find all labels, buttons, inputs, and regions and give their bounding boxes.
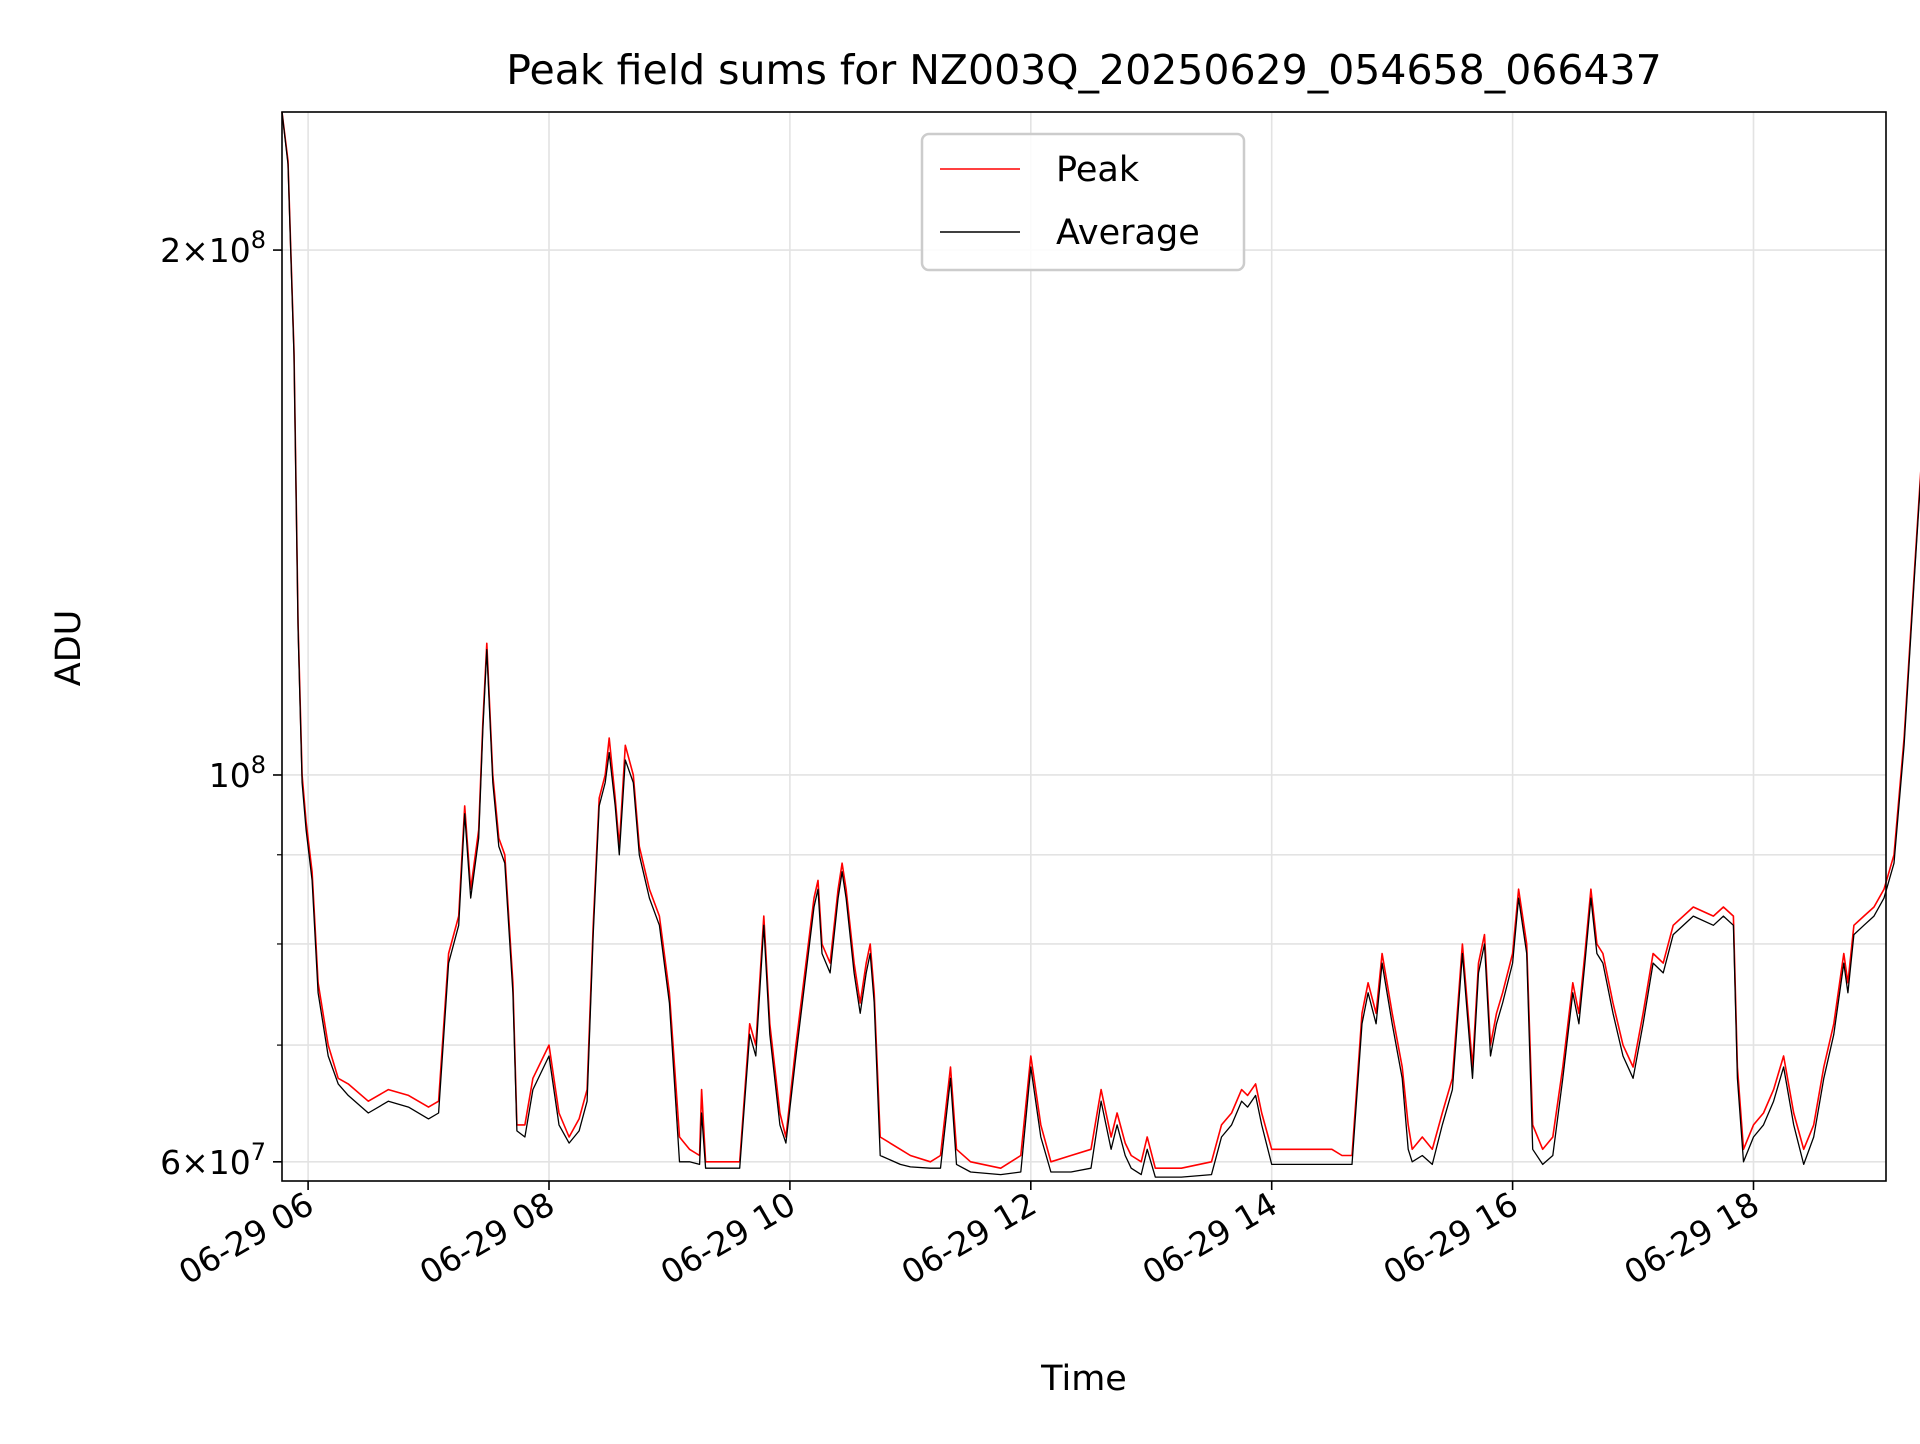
legend-average-label: Average [1056, 213, 1200, 253]
x-axis-label: Time [1040, 1359, 1127, 1399]
chart-title: Peak field sums for NZ003Q_20250629_0546… [506, 46, 1661, 94]
series-layer [281, 111, 1920, 1178]
y-tick-label: 6×107 [160, 1138, 266, 1182]
legend-box [920, 132, 1246, 272]
y-axis-label: ADU [49, 610, 89, 687]
series-line-peak [281, 111, 1920, 1169]
y-tick-label: 108 [209, 751, 266, 795]
series-line-average [281, 111, 1920, 1178]
legend-peak-label: Peak [1056, 150, 1140, 190]
y-tick-label: 2×108 [160, 226, 266, 270]
legend: Peak Average [920, 132, 1246, 272]
plot-frame [281, 111, 1887, 1182]
